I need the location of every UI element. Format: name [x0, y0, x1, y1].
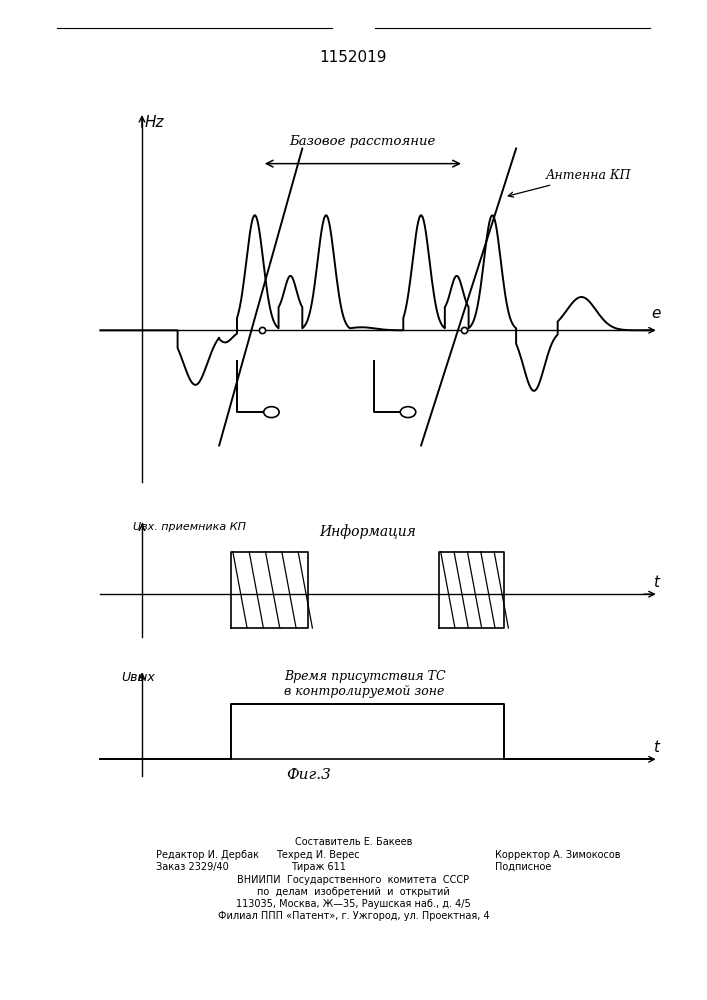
Text: Тираж 611: Тираж 611	[291, 862, 346, 872]
Text: t: t	[653, 575, 659, 590]
Ellipse shape	[400, 407, 416, 418]
Text: 1152019: 1152019	[320, 50, 387, 66]
Text: Фиг.3: Фиг.3	[286, 768, 331, 782]
Text: Редактор И. Дербак: Редактор И. Дербак	[156, 850, 259, 860]
Text: Uвых: Uвых	[121, 671, 155, 684]
Ellipse shape	[264, 407, 279, 418]
Text: Составитель Е. Бакеев: Составитель Е. Бакеев	[295, 837, 412, 847]
Text: e: e	[651, 306, 660, 321]
Text: Время присутствия ТС
в контролируемой зоне: Время присутствия ТС в контролируемой зо…	[284, 670, 445, 698]
Text: по  делам  изобретений  и  открытий: по делам изобретений и открытий	[257, 887, 450, 897]
Text: Заказ 2329/40: Заказ 2329/40	[156, 862, 228, 872]
Text: Антенна КП: Антенна КП	[508, 169, 631, 197]
Text: Hz: Hz	[145, 115, 165, 130]
Text: Информация: Информация	[319, 525, 416, 539]
Text: t: t	[653, 740, 659, 755]
Text: 113035, Москва, Ж—35, Раушская наб., д. 4/5: 113035, Москва, Ж—35, Раушская наб., д. …	[236, 899, 471, 909]
Text: Uвх. приемника КП: Uвх. приемника КП	[133, 522, 246, 532]
Text: Филиал ППП «Патент», г. Ужгород, ул. Проектная, 4: Филиал ППП «Патент», г. Ужгород, ул. Про…	[218, 911, 489, 921]
Text: Корректор А. Зимокосов: Корректор А. Зимокосов	[495, 850, 621, 860]
Text: Базовое расстояние: Базовое расстояние	[290, 135, 436, 148]
Text: Подписное: Подписное	[495, 862, 551, 872]
Text: ВНИИПИ  Государственного  комитета  СССР: ВНИИПИ Государственного комитета СССР	[238, 875, 469, 885]
Text: Техред И. Верес: Техред И. Верес	[276, 850, 360, 860]
